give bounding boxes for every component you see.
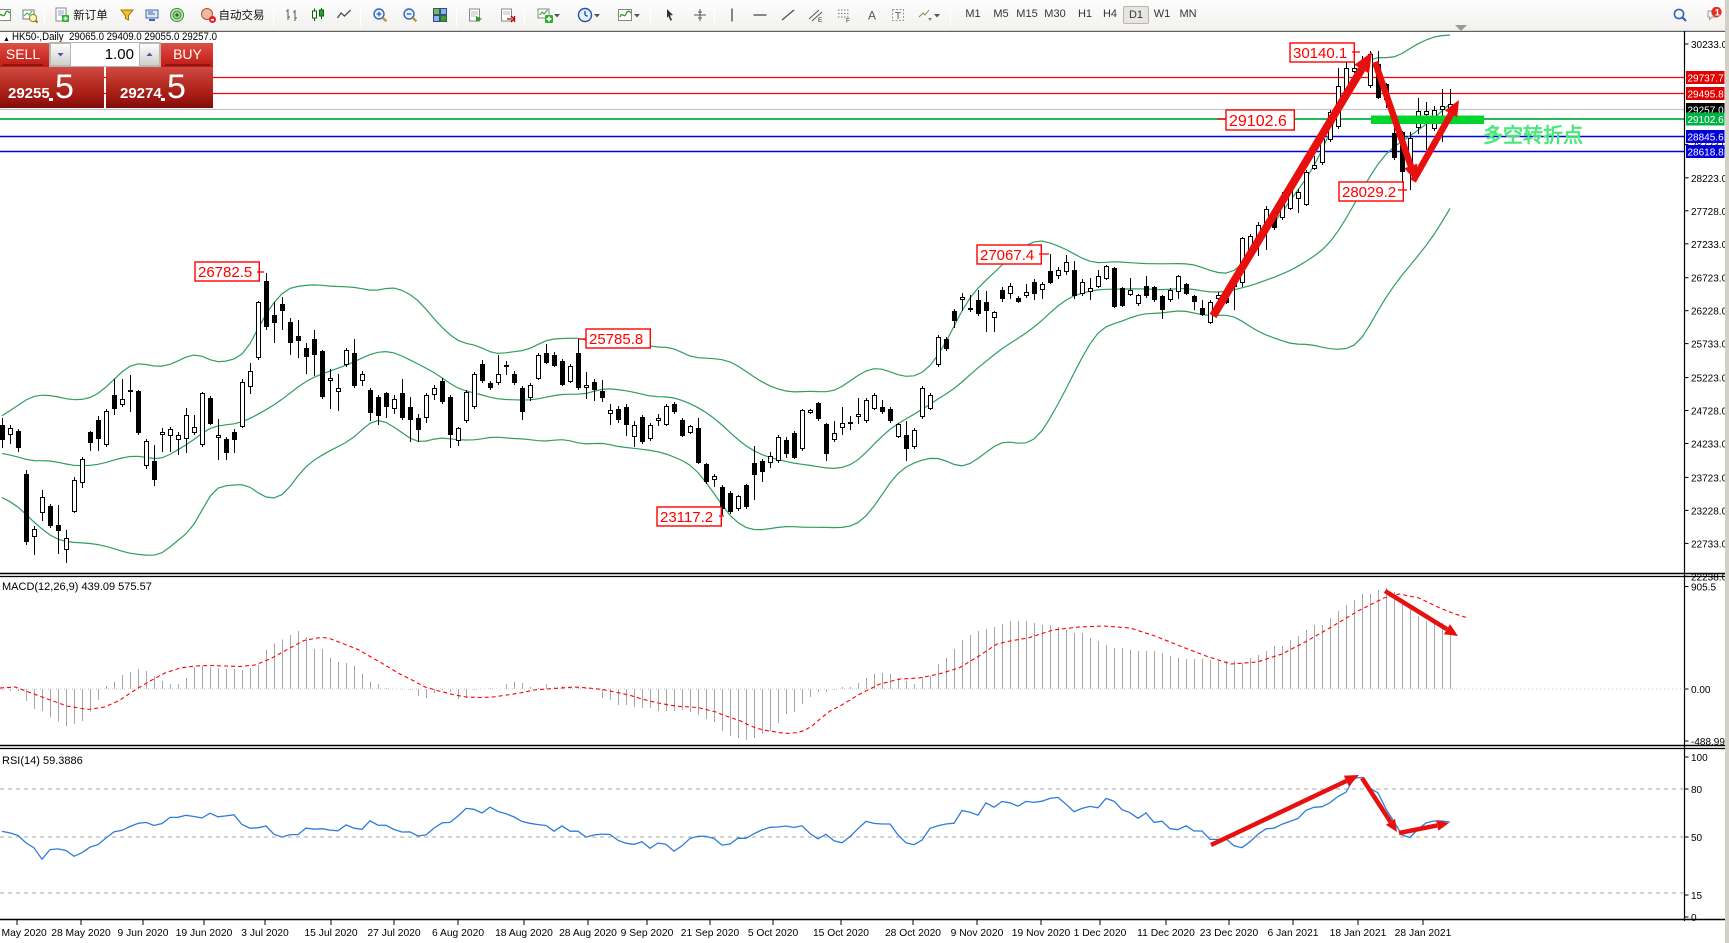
svg-text:26782.5: 26782.5 [198, 264, 252, 281]
svg-text:28 Oct 2020: 28 Oct 2020 [885, 928, 941, 939]
svg-text:19 Jun 2020: 19 Jun 2020 [176, 928, 233, 939]
svg-text:15 Jul 2020: 15 Jul 2020 [304, 928, 358, 939]
svg-text:28618.8: 28618.8 [1688, 148, 1725, 159]
svg-text:26723.0: 26723.0 [1691, 274, 1728, 285]
svg-text:T: T [895, 11, 901, 22]
svg-text:28 Aug 2020: 28 Aug 2020 [559, 928, 617, 939]
svg-text:3 Jul 2020: 3 Jul 2020 [241, 928, 289, 939]
svg-text:多空转折点: 多空转折点 [1483, 123, 1583, 147]
svg-text:23723.0: 23723.0 [1691, 473, 1728, 484]
svg-text:23 Dec 2020: 23 Dec 2020 [1200, 928, 1259, 939]
svg-text:9 Sep 2020: 9 Sep 2020 [621, 928, 674, 939]
svg-text:11 Dec 2020: 11 Dec 2020 [1137, 928, 1195, 939]
svg-text:23117.2: 23117.2 [660, 509, 713, 526]
svg-text:F: F [846, 18, 850, 24]
svg-text:1 Dec 2020: 1 Dec 2020 [1074, 928, 1127, 939]
svg-text:6 Aug 2020: 6 Aug 2020 [432, 928, 484, 939]
svg-text:27 Jul 2020: 27 Jul 2020 [367, 928, 421, 939]
svg-text:▲: ▲ [3, 36, 10, 43]
svg-text:23228.0: 23228.0 [1691, 506, 1728, 517]
svg-text:27233.0: 27233.0 [1691, 240, 1728, 251]
svg-text:18 May 2020: 18 May 2020 [0, 928, 47, 939]
svg-text:24233.0: 24233.0 [1691, 440, 1728, 451]
svg-text:29737.7: 29737.7 [1688, 74, 1725, 85]
svg-text:15 Oct 2020: 15 Oct 2020 [813, 928, 869, 939]
svg-text:905.5: 905.5 [1691, 583, 1716, 594]
svg-text:21 Sep 2020: 21 Sep 2020 [681, 928, 740, 939]
svg-text:27728.0: 27728.0 [1691, 207, 1728, 218]
svg-text:80: 80 [1691, 785, 1703, 796]
svg-text:28029.2: 28029.2 [1342, 184, 1396, 201]
svg-text:18 Aug 2020: 18 Aug 2020 [495, 928, 553, 939]
svg-text:50: 50 [1691, 833, 1703, 844]
svg-text:100: 100 [1691, 753, 1708, 764]
svg-text:0.00: 0.00 [1691, 685, 1711, 696]
svg-text:9 Nov 2020: 9 Nov 2020 [951, 928, 1004, 939]
svg-text:28845.6: 28845.6 [1688, 133, 1725, 144]
svg-text:28223.0: 28223.0 [1691, 174, 1728, 185]
svg-text:1: 1 [1715, 8, 1721, 19]
svg-text:MACD(12,26,9) 439.09 575.57: MACD(12,26,9) 439.09 575.57 [2, 581, 152, 593]
svg-text:RSI(14) 59.3886: RSI(14) 59.3886 [2, 755, 83, 767]
svg-text:E: E [818, 17, 823, 23]
svg-text:18 Jan 2021: 18 Jan 2021 [1330, 928, 1387, 939]
svg-text:25223.0: 25223.0 [1691, 374, 1728, 385]
svg-text:19 Nov 2020: 19 Nov 2020 [1012, 928, 1071, 939]
svg-text:25785.8: 25785.8 [589, 331, 643, 348]
svg-text:28 May 2020: 28 May 2020 [51, 928, 111, 939]
svg-text:22733.0: 22733.0 [1691, 539, 1728, 550]
svg-text:6 Jan 2021: 6 Jan 2021 [1268, 928, 1319, 939]
svg-text:24728.0: 24728.0 [1691, 407, 1728, 418]
svg-text:22238.0: 22238.0 [1691, 572, 1728, 583]
svg-text:29257.0: 29257.0 [1688, 106, 1725, 117]
svg-text:30140.1: 30140.1 [1293, 45, 1347, 62]
svg-text:30233.0: 30233.0 [1691, 40, 1728, 51]
svg-text:29102.6: 29102.6 [1688, 115, 1725, 126]
svg-text:15: 15 [1691, 891, 1703, 902]
svg-text:9 Jun 2020: 9 Jun 2020 [118, 928, 169, 939]
svg-text:28 Jan 2021: 28 Jan 2021 [1395, 928, 1452, 939]
svg-text:29495.8: 29495.8 [1688, 90, 1725, 101]
svg-text:0: 0 [1691, 913, 1697, 924]
svg-text:A: A [868, 9, 876, 23]
svg-text:27067.4: 27067.4 [980, 247, 1034, 264]
svg-text:26228.0: 26228.0 [1691, 307, 1728, 318]
svg-text:5 Oct 2020: 5 Oct 2020 [748, 928, 799, 939]
svg-text:-488.99: -488.99 [1691, 737, 1725, 748]
svg-text:29102.6: 29102.6 [1229, 113, 1287, 130]
svg-text:25733.0: 25733.0 [1691, 340, 1728, 351]
svg-text:HK50-,Daily 29065.0 29409.0 2: HK50-,Daily 29065.0 29409.0 29055.0 2925… [12, 31, 217, 43]
